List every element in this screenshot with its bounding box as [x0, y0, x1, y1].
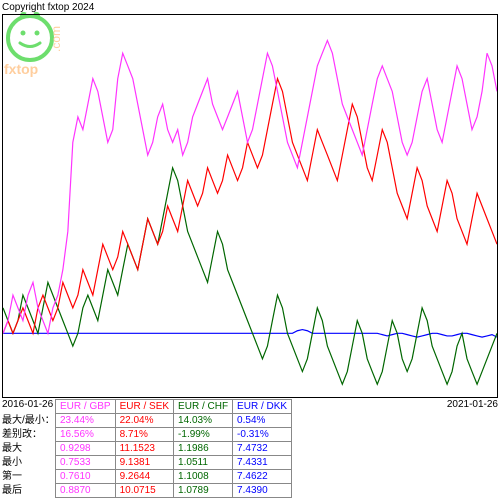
table-cell: 7.4622 [233, 470, 292, 484]
row-label: 最后 [2, 484, 55, 498]
table-cell: 7.4390 [233, 484, 292, 498]
table-cell: 0.9298 [56, 442, 116, 456]
table-row: 0.76109.26441.10087.4622 [56, 470, 292, 484]
table-cell: 0.54% [233, 414, 292, 428]
x-axis-end: 2021-01-26 [447, 399, 498, 410]
row-label: 最大 [2, 442, 55, 456]
table-row-labels: 最大/最小：差别改：最大最小第一最后 [2, 399, 55, 498]
table-cell: 1.1986 [174, 442, 233, 456]
row-label: 最小 [2, 456, 55, 470]
table-cell: 9.1381 [115, 456, 173, 470]
row-label: 差别改： [2, 428, 55, 442]
series-eur_chf [3, 168, 497, 384]
table-cell: 11.1523 [115, 442, 173, 456]
table-cell: 14.03% [174, 414, 233, 428]
table-cell: 1.0511 [174, 456, 233, 470]
table-row: 23.44%22.04%14.03%0.54% [56, 414, 292, 428]
table-cell: 10.0715 [115, 484, 173, 498]
table-cell: 22.04% [115, 414, 173, 428]
table-cell: 7.4732 [233, 442, 292, 456]
table-header: EUR / DKK [233, 400, 292, 414]
table-cell: -1.99% [174, 428, 233, 442]
table-cell: 0.8870 [56, 484, 116, 498]
table-cell: 1.0789 [174, 484, 233, 498]
line-chart [2, 14, 498, 398]
row-label: 最大/最小： [2, 414, 55, 428]
table-row: 0.75339.13811.05117.4331 [56, 456, 292, 470]
chart-svg [3, 15, 497, 397]
table-cell: 1.1008 [174, 470, 233, 484]
table-header: EUR / GBP [56, 400, 116, 414]
table-cell: 16.56% [56, 428, 116, 442]
table-row: 0.929811.15231.19867.4732 [56, 442, 292, 456]
table-row: 0.887010.07151.07897.4390 [56, 484, 292, 498]
table-cell: 23.44% [56, 414, 116, 428]
copyright-text: Copyright fxtop 2024 [2, 2, 94, 13]
series-eur_sek [3, 79, 497, 334]
table-cell: 9.2644 [115, 470, 173, 484]
table-cell: 7.4331 [233, 456, 292, 470]
table-header: EUR / CHF [174, 400, 233, 414]
table-cell: 0.7533 [56, 456, 116, 470]
table-cell: 0.7610 [56, 470, 116, 484]
table-row: 16.56%8.71%-1.99%-0.31% [56, 428, 292, 442]
table-cell: 8.71% [115, 428, 173, 442]
table-header: EUR / SEK [115, 400, 173, 414]
table-cell: -0.31% [233, 428, 292, 442]
currency-data-table: EUR / GBPEUR / SEKEUR / CHFEUR / DKK23.4… [55, 399, 292, 498]
row-label: 第一 [2, 470, 55, 484]
